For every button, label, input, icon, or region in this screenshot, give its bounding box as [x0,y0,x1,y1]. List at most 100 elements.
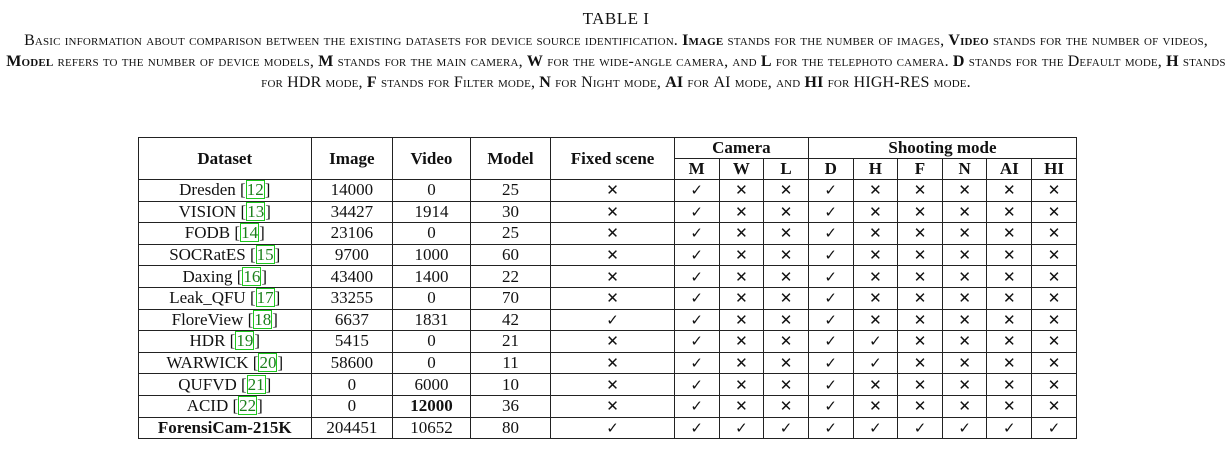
cell-fixed-scene: ✕ [550,351,675,375]
cell-image: 43400 [310,265,394,288]
citation-link[interactable]: 19 [235,331,255,351]
cell-shooting-mode: ✕ [986,222,1033,245]
dataset-name: WARWICK [166,353,249,373]
cell-video: 0 [392,222,471,245]
dataset-name: FODB [184,223,231,243]
cell-camera: ✓ [673,286,720,310]
header-image: Image [310,137,394,180]
cell-shooting-mode: ✓ [807,416,854,440]
cell-fixed-scene: ✕ [550,394,675,418]
cell-shooting-mode: ✓ [807,243,854,267]
cell-camera: ✕ [718,286,765,310]
cell-video: 1831 [392,308,471,332]
cell-image: 6637 [310,308,394,332]
header-mode-h: H [852,158,899,180]
cell-shooting-mode: ✕ [897,243,943,267]
cell-model: 22 [469,265,552,288]
cell-fixed-scene: ✓ [550,308,675,332]
cell-camera: ✓ [673,330,720,353]
caption-segment: AI [713,74,731,91]
caption-segment: AI [665,74,684,91]
cell-camera: ✓ [673,243,720,267]
dataset-name: SOCRatES [169,245,246,265]
caption-segment: N [539,74,552,91]
cell-shooting-mode: ✕ [1031,243,1077,267]
cell-model: 11 [469,351,552,375]
caption-segment: HIGH-RES [853,74,930,91]
cell-image: 23106 [310,222,394,245]
header-shooting-group: Shooting mode [807,137,1078,159]
citation-link[interactable]: 21 [246,374,266,394]
cell-shooting-mode: ✕ [897,308,943,332]
table-row: ACID [22] 0 12000 36 ✕ ✓ ✕ ✕ ✓ ✕ ✕ ✕ ✕ ✕ [138,394,1077,418]
citation-link[interactable]: 14 [240,223,260,243]
cell-shooting-mode: ✕ [897,330,943,353]
cell-fixed-scene: ✕ [550,330,675,353]
citation-link[interactable]: 17 [255,288,275,308]
caption-segment: stands for the main camera, [333,53,527,70]
cell-shooting-mode: ✕ [897,394,943,418]
header-fixed-scene: Fixed scene [550,137,675,180]
cell-shooting-mode: ✕ [897,200,943,224]
caption-segment: mode. [929,74,971,91]
cell-shooting-mode: ✓ [852,351,899,375]
caption-segment: Image [682,32,724,49]
cell-camera: ✕ [763,265,809,288]
caption-segment: stands for Filter mode, [376,74,540,91]
header-camera-group: Camera [673,137,809,159]
caption-segment: M [318,53,334,70]
cell-shooting-mode: ✕ [852,265,899,288]
citation-link[interactable]: 12 [245,180,265,200]
cell-camera: ✕ [763,222,809,245]
cell-shooting-mode: ✓ [897,416,943,440]
cell-shooting-mode: ✓ [807,200,854,224]
caption-segment: HDR [287,74,322,91]
citation-link[interactable]: 13 [246,201,266,221]
cell-image: 0 [310,373,394,396]
caption-segment: for the wide-angle camera, and [543,53,761,70]
table-number: TABLE I [582,9,650,28]
citation-link[interactable]: 18 [253,309,273,329]
citation-link[interactable]: 15 [255,245,275,265]
cell-shooting-mode: ✕ [1031,330,1077,353]
citation-link[interactable]: 22 [238,396,258,416]
cell-shooting-mode: ✕ [1031,179,1077,202]
cell-image: 5415 [310,330,394,353]
cell-dataset: FloreView [18] [138,308,312,332]
cell-camera: ✕ [763,243,809,267]
cell-camera: ✕ [718,330,765,353]
cell-camera: ✓ [673,373,720,396]
cell-shooting-mode: ✓ [852,330,899,353]
caption-segment: Video [948,32,989,49]
cell-shooting-mode: ✕ [1031,286,1077,310]
cell-shooting-mode: ✓ [807,373,854,396]
cell-camera: ✕ [763,286,809,310]
caption-segment: for [823,74,854,91]
caption-segment: stands for the number of videos, [988,32,1208,49]
header-mode-n: N [941,158,988,180]
cell-shooting-mode: ✓ [941,416,988,440]
cell-camera: ✕ [763,351,809,375]
cell-video: 1400 [392,265,471,288]
cell-dataset: Dresden [12] [138,179,312,202]
caption-segment: for [683,74,714,91]
cell-camera: ✓ [673,416,720,440]
cell-shooting-mode: ✕ [852,394,899,418]
dataset-name: FloreView [171,309,244,329]
citation-link[interactable]: 20 [258,353,278,373]
cell-model: 42 [469,308,552,332]
cell-shooting-mode: ✓ [807,351,854,375]
cell-camera: ✓ [763,416,809,440]
cell-dataset: ACID [22] [138,394,312,418]
cell-model: 80 [469,416,552,440]
cell-video: 1914 [392,200,471,224]
dataset-name: QUFVD [178,374,237,394]
caption-segment: stands for [261,53,1226,91]
cell-camera: ✕ [718,394,765,418]
citation-link[interactable]: 16 [242,266,262,286]
cell-shooting-mode: ✕ [986,373,1033,396]
table-row: VISION [13] 34427 1914 30 ✕ ✓ ✕ ✕ ✓ ✕ ✕ ✕ ✕ ✕ [138,200,1077,224]
cell-camera: ✕ [763,308,809,332]
cell-camera: ✕ [718,351,765,375]
dataset-name: Daxing [182,266,233,286]
